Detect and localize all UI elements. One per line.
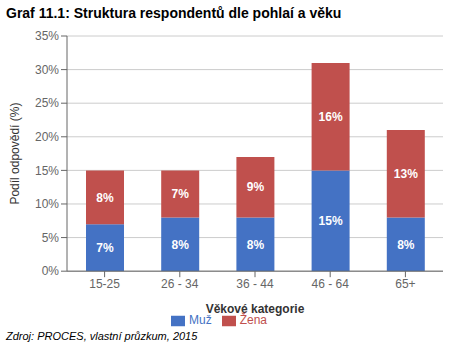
svg-text:65+: 65+ (395, 277, 415, 291)
html-text:Graf 11.1: Struktura responden: Graf 11.1: Struktura respondentů dle poh… (6, 5, 342, 21)
svg-text:7%: 7% (96, 241, 114, 255)
svg-text:Podíl odpovědí (%): Podíl odpovědí (%) (8, 103, 22, 205)
svg-text:7%: 7% (172, 187, 190, 201)
svg-text:15-25: 15-25 (89, 277, 120, 291)
svg-text:8%: 8% (397, 238, 415, 252)
svg-text:8%: 8% (247, 238, 265, 252)
svg-text:8%: 8% (96, 191, 114, 205)
svg-text:15%: 15% (319, 214, 343, 228)
html-text:Zdroj: PROCES, vlastní průzkum: Zdroj: PROCES, vlastní průzkum, 2015 (6, 330, 198, 342)
svg-text:15%: 15% (35, 164, 59, 178)
html-text:Žena: Žena (239, 313, 267, 328)
svg-text:35%: 35% (35, 29, 59, 43)
svg-text:16%: 16% (319, 110, 343, 124)
svg-text:25%: 25% (35, 96, 59, 110)
svg-text:26 - 34: 26 - 34 (161, 277, 199, 291)
html-text:Muž: Muž (189, 313, 212, 328)
svg-text:8%: 8% (172, 238, 190, 252)
svg-text:36 - 44: 36 - 44 (236, 277, 274, 291)
svg-text:30%: 30% (35, 63, 59, 77)
svg-text:Věkové kategorie: Věkové kategorie (206, 302, 305, 316)
svg-text:9%: 9% (247, 180, 265, 194)
svg-text:10%: 10% (35, 197, 59, 211)
svg-text:0%: 0% (42, 264, 60, 278)
svg-text:46 - 64: 46 - 64 (312, 277, 350, 291)
svg-text:5%: 5% (42, 231, 60, 245)
svg-text:20%: 20% (35, 130, 59, 144)
svg-text:13%: 13% (394, 167, 418, 181)
